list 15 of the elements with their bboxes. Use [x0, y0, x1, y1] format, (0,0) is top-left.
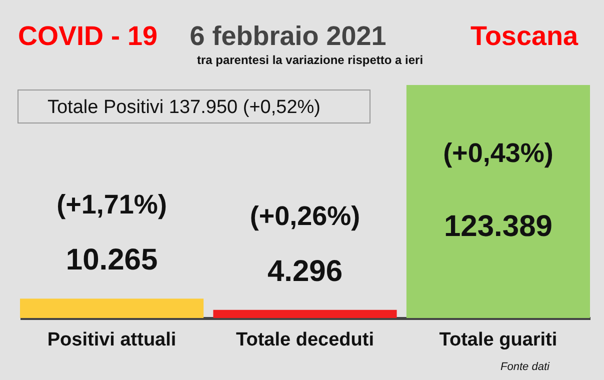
x-tick-label: Totale guariti: [439, 330, 558, 350]
text: 6 febbraio 2021: [190, 21, 386, 51]
data-label: 10.265: [66, 244, 158, 277]
x-tick-label: Positivi attuali: [47, 330, 176, 350]
annotation: (+0,43%): [443, 138, 554, 168]
chart-subtitle: tra parentesi la variazione rispetto a ieri: [196, 53, 424, 67]
data-label: 123.389: [444, 210, 552, 243]
annotation: Totale Positivi 137.950 (+0,52%): [47, 97, 321, 118]
text: COVID - 19: [18, 21, 158, 51]
x-tick-label: Totale deceduti: [236, 330, 374, 350]
annotation: (+0,26%): [250, 200, 360, 231]
data-label: 4.296: [267, 254, 343, 288]
text: Toscana: [470, 21, 578, 51]
source-note: Fonte dati: [500, 361, 550, 373]
annotation: (+1,71%): [56, 190, 167, 220]
